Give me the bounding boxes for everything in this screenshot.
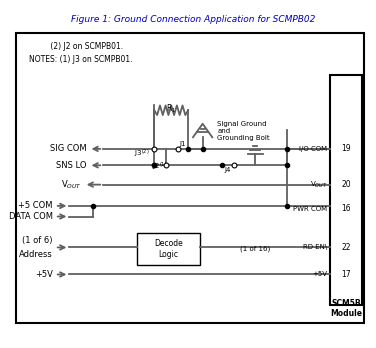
- Text: 20: 20: [341, 180, 351, 189]
- Text: V$_{OUT}$: V$_{OUT}$: [310, 180, 327, 190]
- Text: V$_{OUT}$: V$_{OUT}$: [61, 179, 82, 191]
- Text: (1 of 16): (1 of 16): [240, 246, 270, 252]
- Text: SIG COM: SIG COM: [50, 144, 87, 153]
- Bar: [16, 33, 364, 323]
- Text: J1: J1: [180, 141, 186, 147]
- Text: 17: 17: [341, 270, 351, 279]
- Text: J3$^{(2)}$: J3$^{(2)}$: [134, 148, 150, 160]
- Text: Decode
Logic: Decode Logic: [154, 239, 183, 259]
- Text: SNS LO: SNS LO: [56, 161, 87, 170]
- Text: Figure 1: Ground Connection Application for SCMPB02: Figure 1: Ground Connection Application …: [71, 15, 315, 24]
- Text: 22: 22: [341, 243, 351, 252]
- Text: RD EN\: RD EN\: [303, 244, 327, 251]
- Text: DATA COM: DATA COM: [9, 212, 53, 221]
- Text: SCM5B
Module: SCM5B Module: [330, 299, 362, 318]
- Text: R$_1$: R$_1$: [166, 103, 176, 115]
- Text: Signal Ground
and
Grounding Bolt: Signal Ground and Grounding Bolt: [217, 120, 270, 141]
- Text: +5 COM: +5 COM: [18, 201, 53, 211]
- Text: (1 of 6): (1 of 6): [23, 236, 53, 245]
- Text: +5V: +5V: [312, 271, 327, 277]
- Bar: [137, 233, 200, 265]
- Bar: [330, 76, 362, 306]
- Text: (2) J2 on SCMPB01.: (2) J2 on SCMPB01.: [29, 42, 123, 51]
- Text: NOTES: (1) J3 on SCMPB01.: NOTES: (1) J3 on SCMPB01.: [29, 55, 132, 64]
- Text: 19: 19: [341, 144, 351, 153]
- Text: J2$^{(1)}$: J2$^{(1)}$: [152, 161, 168, 173]
- Text: 16: 16: [341, 204, 351, 213]
- Text: PWR COM: PWR COM: [293, 206, 327, 212]
- Text: J4: J4: [224, 167, 231, 173]
- Text: I/O COM: I/O COM: [299, 146, 327, 152]
- Text: +5V: +5V: [35, 270, 53, 279]
- Text: Address: Address: [19, 250, 53, 259]
